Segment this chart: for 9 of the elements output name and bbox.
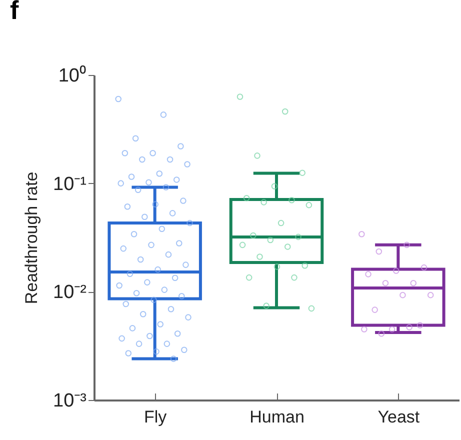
x-tick-label: Human	[250, 408, 304, 426]
y-tick-label: 10⁻¹	[53, 174, 86, 195]
x-tick-label: Yeast	[378, 408, 420, 426]
y-tick-label: 10⁻²	[53, 282, 86, 304]
y-tick-label: 10⁰	[58, 64, 86, 86]
y-tick-label: 10⁻³	[53, 390, 86, 412]
x-tick-label: Fly	[144, 408, 168, 426]
y-axis-title: Readthrough rate	[22, 172, 42, 304]
chart-title: f	[10, 0, 19, 25]
